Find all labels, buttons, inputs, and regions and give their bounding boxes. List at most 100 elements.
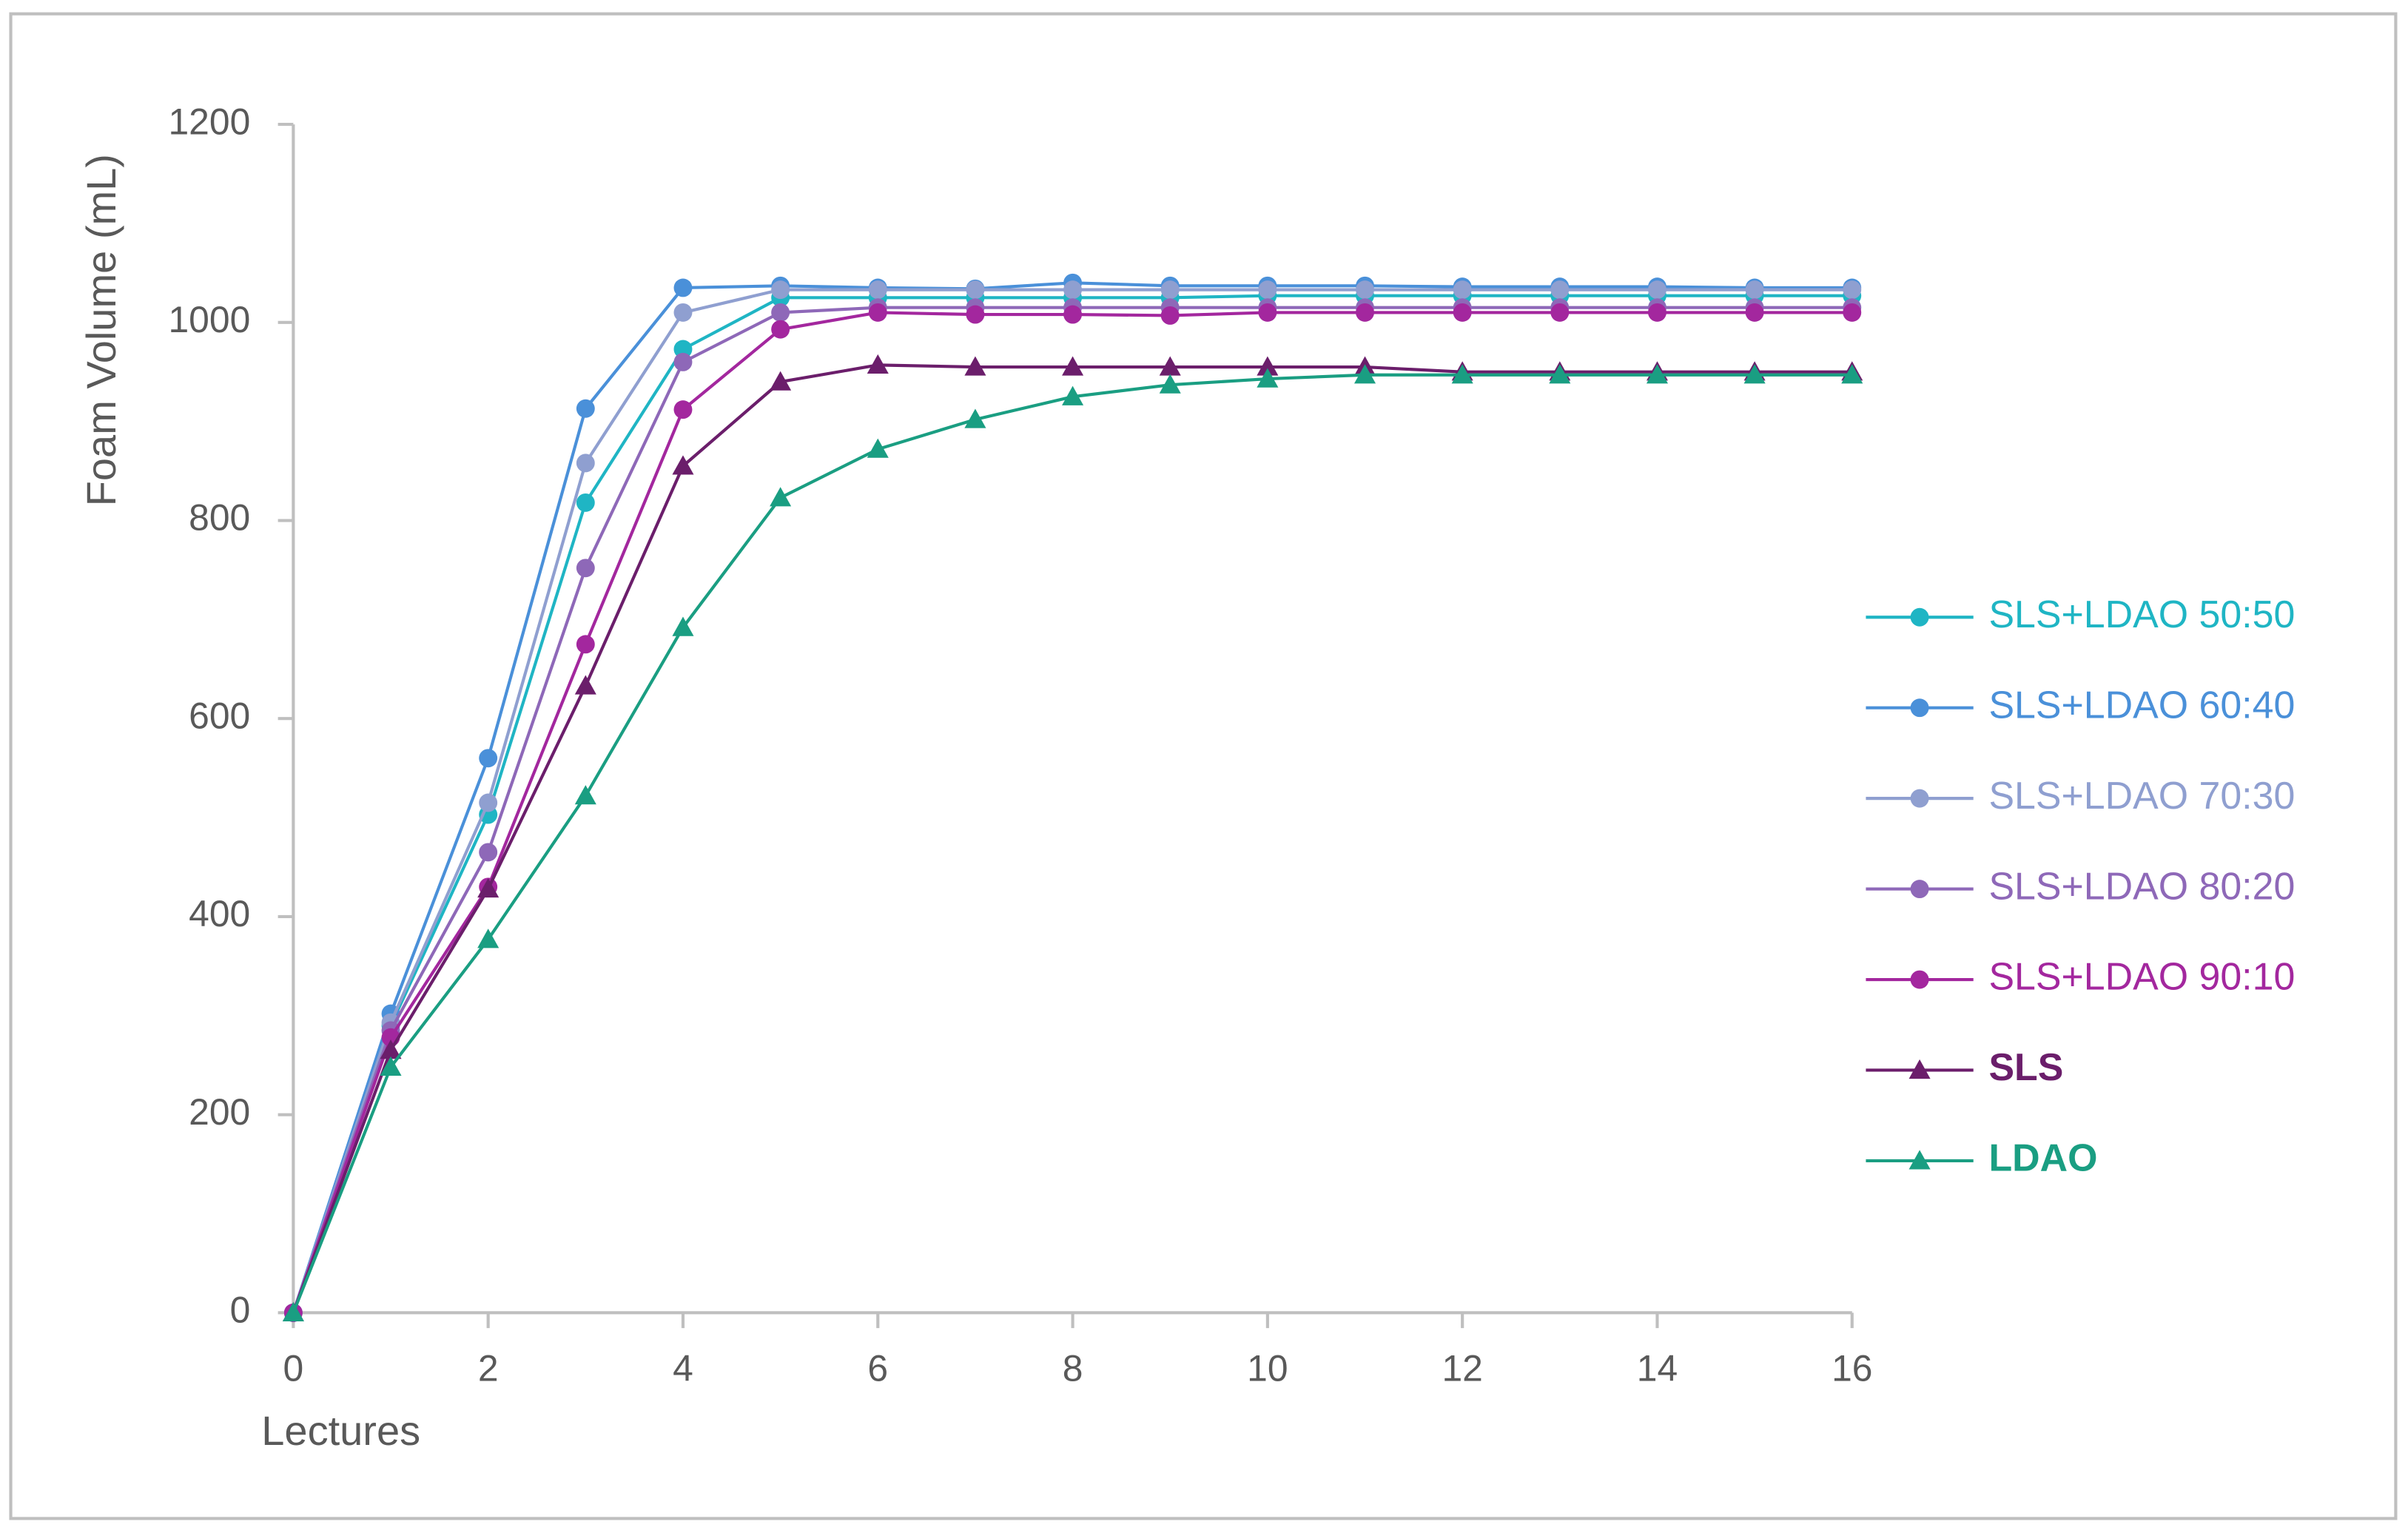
legend-label: SLS+LDAO 50:50	[1988, 593, 2295, 636]
x-tick-label: 12	[1442, 1347, 1482, 1389]
data-point	[770, 487, 792, 507]
legend-label: SLS+LDAO 60:40	[1988, 683, 2295, 726]
data-point	[1453, 303, 1472, 322]
data-point	[574, 785, 596, 805]
y-tick-label: 200	[189, 1091, 250, 1133]
legend-label: LDAO	[1988, 1136, 2097, 1179]
data-point	[479, 793, 498, 812]
y-tick-label: 1000	[168, 299, 250, 340]
y-axis-title: Foam Volume (mL)	[78, 154, 124, 506]
data-point	[867, 354, 889, 374]
data-point	[1743, 364, 1766, 384]
x-tick-label: 0	[283, 1347, 304, 1389]
y-tick-label: 400	[189, 893, 250, 934]
data-point	[576, 635, 595, 654]
data-point	[477, 877, 500, 898]
data-point	[673, 352, 693, 371]
data-point	[771, 303, 790, 322]
data-point	[1257, 356, 1279, 376]
data-point	[868, 303, 887, 322]
data-point	[574, 675, 596, 695]
legend-label: SLS+LDAO 80:20	[1988, 864, 2295, 907]
data-point	[576, 454, 595, 473]
data-point	[477, 929, 500, 948]
data-point	[673, 303, 693, 322]
legend-label: SLS	[1988, 1045, 2063, 1088]
data-point	[1646, 364, 1668, 384]
data-point	[1745, 280, 1764, 300]
data-point	[1257, 368, 1279, 388]
x-tick-label: 10	[1247, 1347, 1288, 1389]
data-point	[1063, 305, 1083, 324]
data-point	[1745, 303, 1764, 322]
data-point	[1453, 280, 1472, 300]
data-point	[1063, 280, 1083, 300]
y-tick-label: 1200	[168, 101, 250, 142]
y-tick-label: 600	[189, 695, 250, 736]
data-point	[771, 280, 790, 300]
data-point	[479, 749, 498, 768]
legend-marker	[1908, 1059, 1931, 1079]
data-point	[576, 399, 595, 418]
data-point	[672, 616, 694, 636]
data-point	[1160, 280, 1180, 300]
data-point	[1843, 280, 1862, 300]
legend-label: SLS+LDAO 70:30	[1988, 774, 2295, 817]
legend-marker	[1910, 607, 1929, 627]
data-point	[673, 340, 693, 359]
y-tick-label: 0	[230, 1290, 251, 1331]
legend-marker	[1908, 1150, 1931, 1170]
data-point	[771, 320, 790, 339]
data-point	[1062, 356, 1084, 376]
legend-label: SLS+LDAO 90:10	[1988, 955, 2295, 998]
data-point	[576, 493, 595, 512]
x-tick-label: 8	[1063, 1347, 1083, 1389]
data-point	[479, 843, 498, 862]
data-point	[1356, 303, 1374, 322]
data-point	[380, 1039, 402, 1059]
data-point	[1159, 374, 1181, 394]
data-point	[576, 559, 595, 578]
data-point	[1451, 364, 1473, 384]
data-point	[672, 455, 694, 475]
data-point	[1843, 303, 1862, 322]
chart-frame	[9, 12, 2398, 1520]
data-point	[1550, 303, 1570, 322]
data-point	[1648, 303, 1667, 322]
data-point	[1062, 385, 1084, 405]
data-point	[1550, 280, 1570, 300]
x-tick-label: 16	[1832, 1347, 1872, 1389]
x-tick-label: 4	[673, 1347, 693, 1389]
data-point	[868, 280, 887, 300]
data-point	[770, 371, 792, 391]
x-tick-label: 2	[478, 1347, 499, 1389]
data-point	[380, 1056, 402, 1076]
legend-marker	[1910, 880, 1929, 899]
legend-marker	[1910, 970, 1929, 989]
data-point	[867, 438, 889, 458]
x-axis-title: Lectures	[261, 1407, 420, 1454]
data-point	[673, 400, 693, 419]
data-point	[1160, 306, 1180, 325]
data-point	[1356, 280, 1374, 300]
data-point	[1258, 303, 1277, 322]
data-point	[1648, 280, 1667, 300]
data-point	[673, 278, 693, 297]
data-point	[1549, 364, 1571, 384]
legend-marker	[1910, 698, 1929, 718]
data-point	[1353, 364, 1376, 384]
x-tick-label: 14	[1637, 1347, 1678, 1389]
legend-marker	[1910, 789, 1929, 808]
data-point	[1841, 364, 1863, 384]
data-point	[1258, 280, 1277, 300]
y-tick-label: 800	[189, 497, 250, 539]
data-point	[964, 408, 986, 428]
data-point	[964, 356, 986, 376]
x-tick-label: 6	[867, 1347, 888, 1389]
data-point	[282, 1301, 304, 1321]
data-point	[966, 280, 985, 300]
data-point	[1159, 356, 1181, 376]
data-point	[966, 305, 985, 324]
